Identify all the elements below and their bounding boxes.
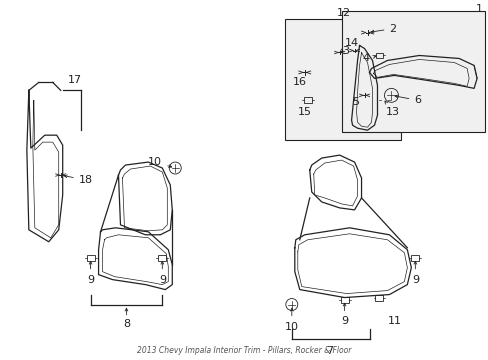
FancyBboxPatch shape xyxy=(285,19,401,140)
FancyBboxPatch shape xyxy=(341,11,484,132)
Text: 9: 9 xyxy=(340,316,347,327)
Text: 1: 1 xyxy=(475,4,482,14)
Text: 16: 16 xyxy=(292,77,306,87)
Text: 11: 11 xyxy=(386,316,401,327)
Text: 10: 10 xyxy=(284,323,298,332)
Text: 10: 10 xyxy=(148,157,171,167)
Text: 15: 15 xyxy=(297,107,311,117)
Text: 4: 4 xyxy=(362,54,375,63)
Text: 9: 9 xyxy=(87,275,94,285)
Text: 2: 2 xyxy=(370,24,396,33)
Text: 9: 9 xyxy=(159,275,165,285)
Text: 14: 14 xyxy=(339,37,358,52)
Text: 9: 9 xyxy=(411,275,418,285)
Text: 8: 8 xyxy=(122,319,130,329)
Text: 6: 6 xyxy=(394,95,421,105)
Text: 2013 Chevy Impala Interior Trim - Pillars, Rocker & Floor: 2013 Chevy Impala Interior Trim - Pillar… xyxy=(137,346,350,355)
Text: 18: 18 xyxy=(64,175,93,185)
Text: 7: 7 xyxy=(325,346,332,356)
Text: 5: 5 xyxy=(352,97,359,107)
Text: 3: 3 xyxy=(342,45,349,55)
Text: 17: 17 xyxy=(67,75,81,85)
Text: 13: 13 xyxy=(384,101,399,117)
Text: 12: 12 xyxy=(336,8,350,18)
